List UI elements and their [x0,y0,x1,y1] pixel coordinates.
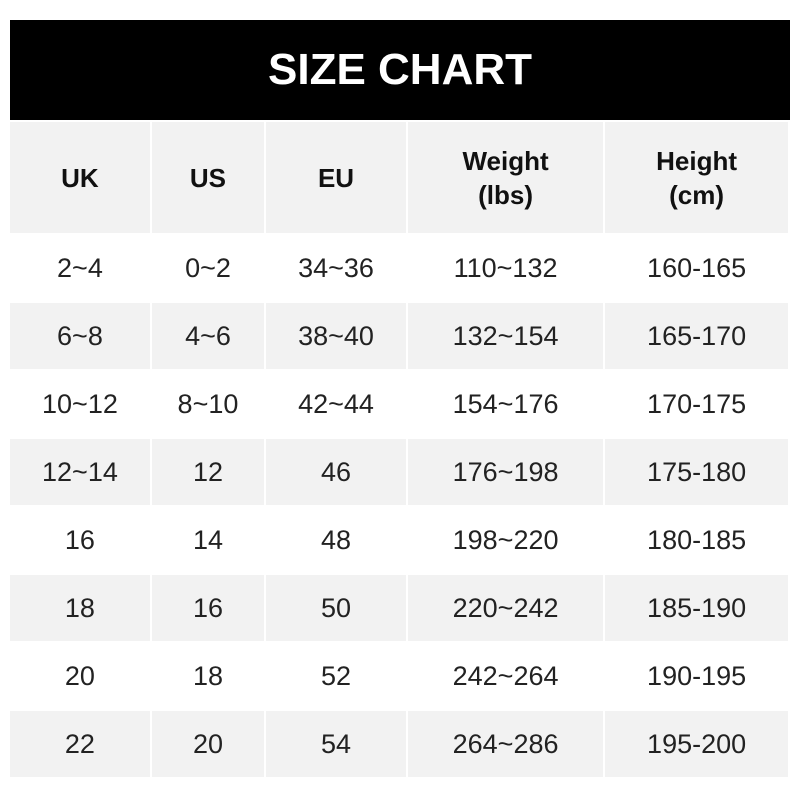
table-cell: 190-195 [647,660,747,691]
table-cell: 48 [320,524,352,555]
column-header-line: (lbs) [478,179,534,210]
column-header: Height (cm) [605,122,788,233]
column-header: UK [10,122,150,233]
table-cell: 110~132 [453,252,558,283]
column-header-line: EU [317,162,355,193]
table-row: 6~8 4~6 38~40 132~154 165-170 [10,303,788,369]
table-cell: 12~14 [10,439,150,505]
table-cell: 170-175 [647,388,747,419]
table-cell: 10~12 [42,388,118,419]
table-cell: 6~8 [10,303,150,369]
table-cell: 264~286 [407,711,604,777]
table-row: 20 18 52 242~264 190-195 [10,643,788,709]
size-chart-title: SIZE CHART [10,20,790,120]
table-cell: 52 [320,660,352,691]
table-cell: 22 [10,711,150,777]
table-cell: 20 [151,711,265,777]
table-cell: 4~6 [151,303,265,369]
header-row: UK US EU Weight (lbs) Height (cm) [10,122,788,233]
table-cell: 18 [192,660,223,691]
column-header: Weight (lbs) [407,122,604,233]
table-row: 18 16 50 220~242 185-190 [10,575,788,641]
table-cell: 12 [151,439,265,505]
table-cell: 160-165 [647,252,747,283]
table-cell: 176~198 [407,439,604,505]
column-header-line: (cm) [669,179,725,210]
table-cell: 154~176 [452,388,559,419]
table-cell: 165-170 [605,303,788,369]
size-chart-table: UK US EU Weight (lbs) Height (cm) 2~4 0~2 34~36 1… [8,120,790,779]
table-row: 16 14 48 198~220 180-185 [10,507,788,573]
column-header: US [151,122,265,233]
table-cell: 132~154 [407,303,604,369]
table-cell: 175-180 [605,439,788,505]
table-cell: 54 [266,711,406,777]
table-row: 10~12 8~10 42~44 154~176 170-175 [10,371,788,437]
table-cell: 198~220 [452,524,559,555]
column-header-line: US [189,162,227,193]
table-cell: 18 [10,575,150,641]
table-cell: 34~36 [298,252,374,283]
table-cell: 2~4 [57,252,103,283]
table-row: 22 20 54 264~286 195-200 [10,711,788,777]
table-cell: 20 [64,660,95,691]
table-cell: 50 [266,575,406,641]
table-cell: 14 [192,524,223,555]
column-header-line: Weight [462,145,549,176]
table-row: 2~4 0~2 34~36 110~132 160-165 [10,235,788,301]
table-cell: 180-185 [647,524,747,555]
column-header-line: Height [656,145,738,176]
table-cell: 42~44 [298,388,374,419]
table-cell: 46 [266,439,406,505]
table-cell: 38~40 [266,303,406,369]
table-cell: 220~242 [407,575,604,641]
table-cell: 16 [64,524,95,555]
table-cell: 195-200 [605,711,788,777]
column-header-line: UK [61,162,99,193]
table-row: 12~14 12 46 176~198 175-180 [10,439,788,505]
table-cell: 8~10 [177,388,239,419]
table-cell: 0~2 [185,252,231,283]
table-cell: 16 [151,575,265,641]
table-cell: 185-190 [605,575,788,641]
column-header: EU [266,122,406,233]
table-cell: 242~264 [452,660,559,691]
